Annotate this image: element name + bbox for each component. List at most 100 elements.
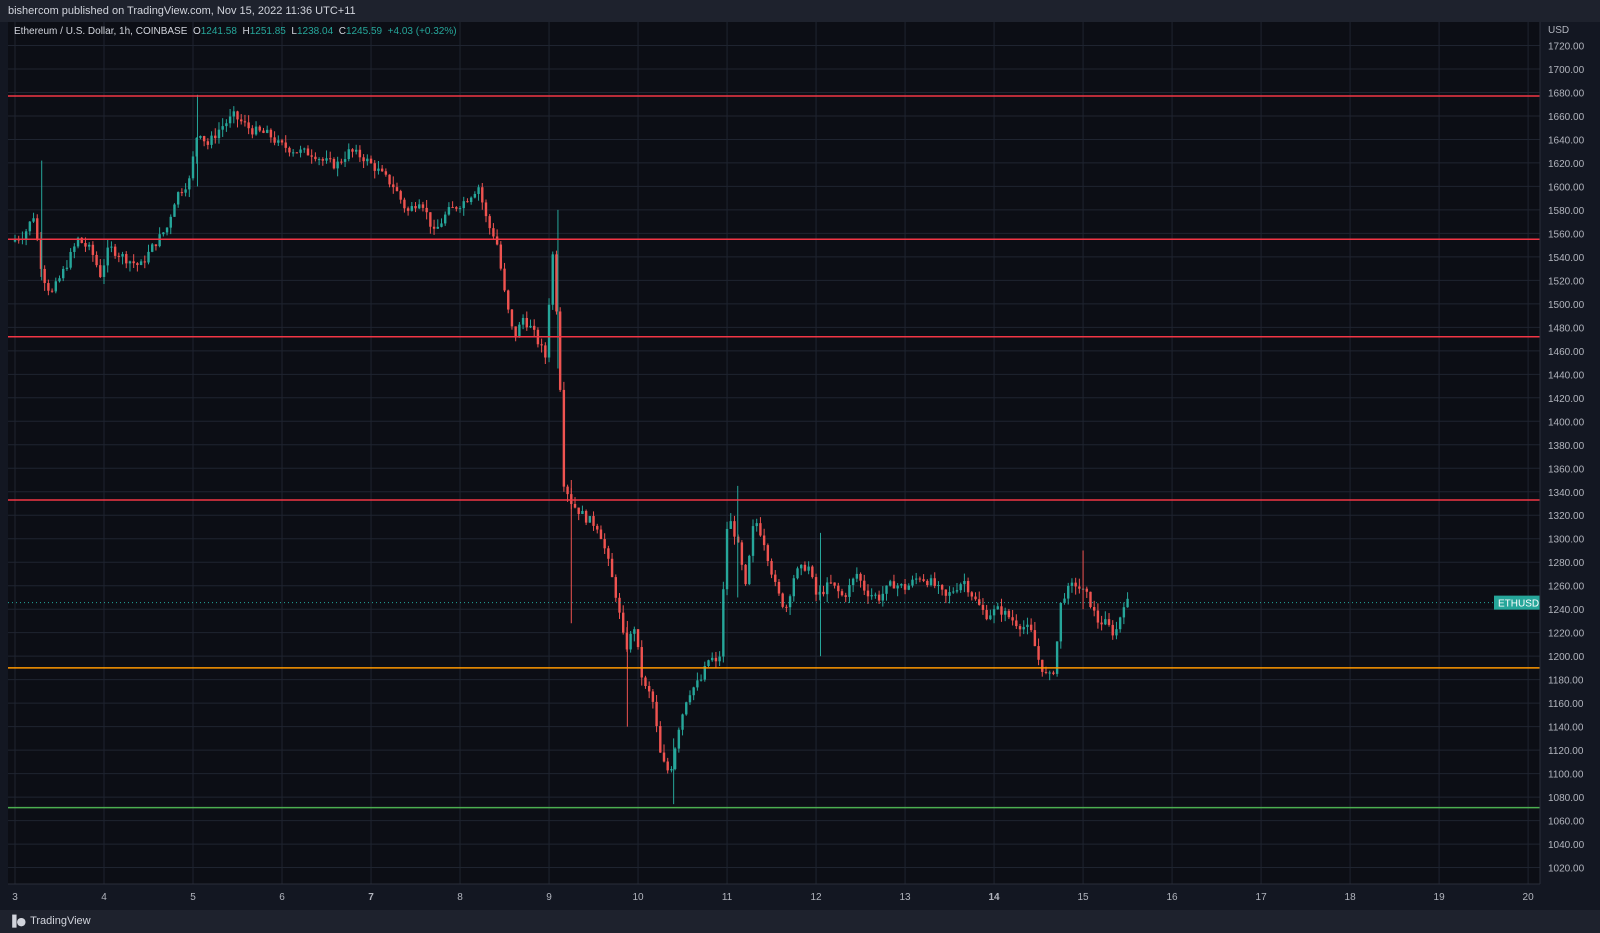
candle-body [540,344,543,346]
y-tick-label: 1040.00 [1548,840,1585,851]
candle-body [165,227,169,233]
candle-body [228,116,232,124]
candle-body [418,204,421,209]
candle-body [269,129,273,138]
y-tick-label: 1320.00 [1548,511,1585,522]
candle-body [455,207,458,209]
candle-body [889,581,892,586]
candle-body [614,577,617,598]
y-tick-label: 1640.00 [1548,135,1585,146]
candle-body [132,261,135,264]
candle-body [948,592,951,596]
legend-low-label: L [291,26,297,37]
candle-body [792,578,796,597]
candle-body [136,263,139,265]
candle-body [877,594,881,601]
candle-body [477,187,480,194]
candle-body [65,267,69,269]
candle-body [291,152,295,154]
candle-body [562,389,566,487]
footer-bar: ▐● TradingView [0,910,1600,933]
candle-body [1007,610,1011,618]
candle-body [900,584,903,586]
price-chart[interactable]: 1677.001555.001472.001333.001190.001071.… [0,0,1600,910]
candle-body [811,566,814,578]
candle-body [914,578,918,580]
candle-body [918,578,922,580]
candle-body [577,507,580,514]
candle-body [1078,586,1081,589]
candle-body [547,304,551,358]
candle-body [1118,617,1122,630]
candle-body [84,242,87,247]
candle-body [525,317,528,328]
candle-body [121,254,124,257]
candle-body [896,585,899,589]
y-tick-label: 1380.00 [1548,441,1585,452]
chart-pane[interactable] [8,22,1540,884]
candle-body [981,604,985,610]
candle-body [280,140,284,143]
candle-body [640,647,643,678]
legend-open-value: 1241.58 [200,26,237,37]
candle-body [225,123,228,127]
y-tick-label: 1340.00 [1548,488,1585,499]
candle-body [881,593,885,601]
candle-body [558,311,562,390]
candle-body [807,566,810,571]
y-tick-label: 1680.00 [1548,88,1585,99]
candle-body [295,152,299,154]
candle-body [507,290,510,310]
price-axis-bg [1540,22,1600,884]
price-axis: 1720.00 1700.00 1680.00 1660.00 1640.00 1620.… [1539,22,1600,884]
candle-body [777,581,781,594]
y-tick-label: 1300.00 [1548,535,1585,546]
candle-body [195,137,198,157]
candle-body [629,633,632,650]
candle-body [751,526,755,556]
y-tick-label: 1140.00 [1548,723,1584,734]
legend-low-value: 1238.04 [296,26,334,37]
x-tick-label: 14 [989,892,1001,903]
candle-body [54,281,57,292]
candle-body [243,121,247,123]
time-axis-bg [0,884,1600,910]
candle-body [1022,627,1025,630]
candle-body [277,140,280,143]
x-tick-label: 4 [101,892,107,903]
candle-body [273,137,276,143]
candle-body [996,606,999,610]
candle-body [566,486,569,495]
legend-symbol[interactable]: Ethereum / U.S. Dollar, 1h, COINBASE [14,26,188,37]
candle-body [262,130,265,133]
x-tick-label: 12 [810,892,822,903]
legend-close-label: C [338,26,346,37]
candle-body [803,564,807,571]
candle-body [963,581,966,585]
candle-body [748,555,751,585]
x-tick-label: 5 [190,892,196,903]
candle-body [488,216,491,229]
grid-layer [8,22,1540,884]
tradingview-brand[interactable]: ▐● TradingView [8,910,91,933]
y-tick-label: 1520.00 [1548,276,1585,287]
candle-body [358,149,362,158]
y-tick-label: 1600.00 [1548,182,1585,193]
candle-body [825,582,829,595]
x-tick-label: 16 [1167,892,1179,903]
candle-body [666,761,669,771]
candle-body [147,251,150,263]
candle-body [655,701,658,727]
candle-body [325,158,328,161]
candle-body [202,136,206,142]
candle-body [759,523,762,536]
candle-body [1096,610,1100,623]
y-tick-label: 1180.00 [1548,676,1584,687]
candle-body [158,234,161,247]
symbol-legend: Ethereum / U.S. Dollar, 1h, COINBASE O12… [14,25,457,39]
candle-body [254,126,258,135]
candle-body [1092,607,1096,611]
candle-body [922,579,925,581]
candle-body [366,158,369,162]
candle-body [699,679,703,681]
